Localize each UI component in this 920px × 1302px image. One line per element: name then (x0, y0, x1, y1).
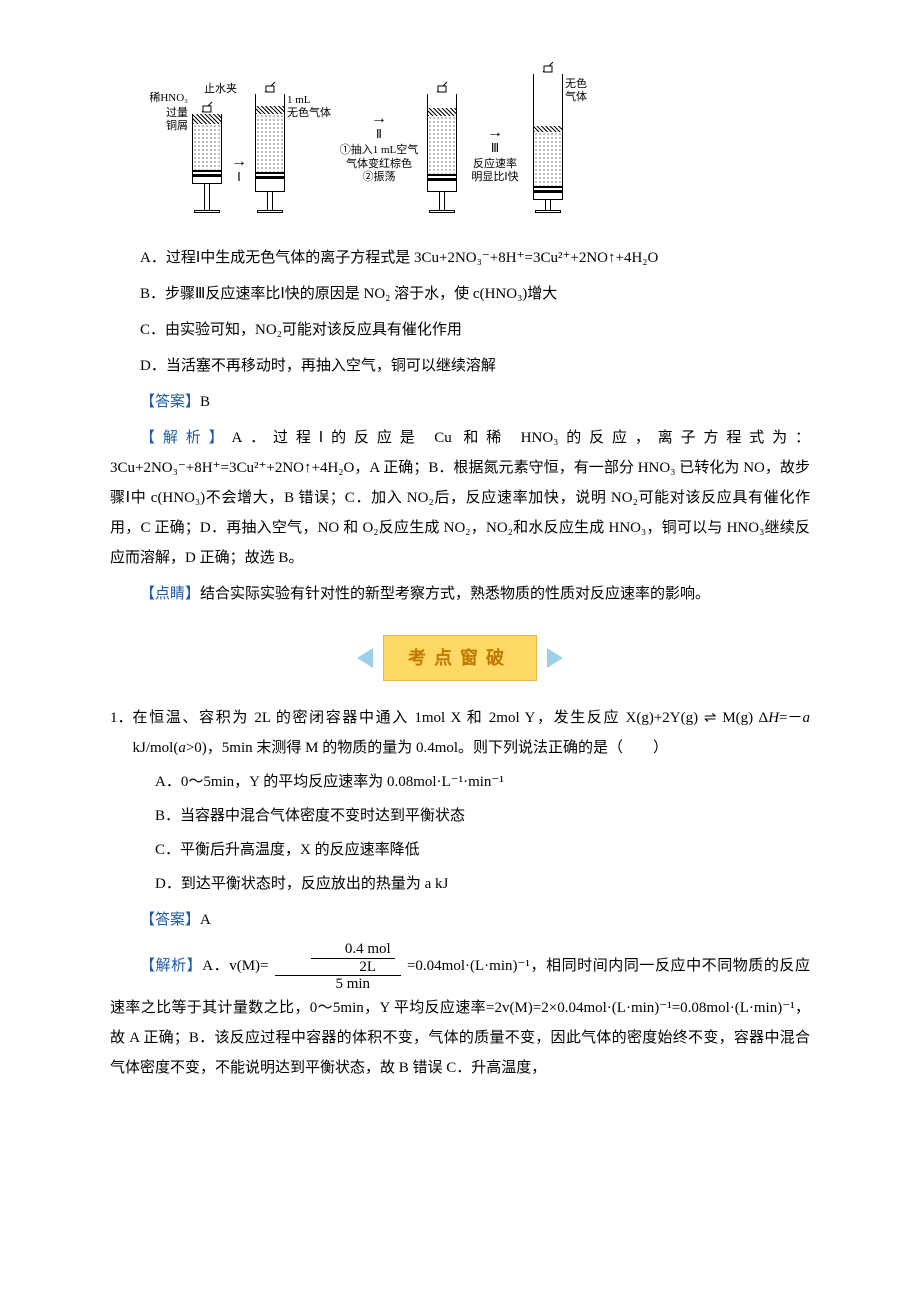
q1-answer-value: A (200, 912, 211, 928)
frac-outer-den: 5 min (275, 976, 401, 993)
q1-tail: >0)，5min 末测得 M 的物质的量为 0.4mol。则下列说法正确的是（ … (186, 740, 668, 756)
experiment-diagram: 稀HNO₃ 过量 铜屑 止水夹 → Ⅰ (140, 60, 810, 213)
option-a: A．过程Ⅰ中生成无色气体的离子方程式是 3Cu+2NO₃⁻+8H⁺=3Cu²⁺+… (110, 243, 810, 273)
stopcock-icon (255, 80, 285, 94)
dianjing-label: 【点睛】 (140, 586, 200, 602)
q1-option-b: B．当容器中混合气体密度不变时达到平衡状态 (133, 801, 811, 831)
q1-eq: =－ (779, 710, 802, 726)
arrow-step-3: → Ⅲ 反应速率 明显比Ⅰ快 (465, 125, 525, 214)
q1-analysis: 【解析】A．v(M)= 0.4 mol 2L 5 min =0.04mol·(L… (110, 941, 810, 1083)
fraction-outer: 0.4 mol 2L 5 min (275, 941, 401, 993)
q1-unit: kJ/mol( (133, 740, 179, 756)
roman-1: Ⅰ (237, 170, 241, 185)
arrow-step-2: → Ⅱ ①抽入1 mL空气 气体变红棕色 ②振荡 (339, 111, 419, 213)
section-banner: 考点窗破 (110, 635, 810, 681)
q1-answer-line: 【答案】A (110, 905, 810, 935)
analysis-label: 【解析】 (140, 430, 231, 446)
q1-option-a: A．0～5min，Y 的平均反应速率为 0.08mol·L⁻¹·min⁻¹ (133, 767, 811, 797)
label-excess-copper: 过量 铜屑 (140, 107, 188, 133)
q1-ana-b: =0.04mol·(L·min)⁻¹，相同时间内同一反应中不同物质的反应速率之比… (110, 958, 810, 1075)
answer-label: 【答案】 (140, 394, 200, 410)
stopcock-icon (427, 80, 457, 94)
banner-text: 考点窗破 (383, 635, 537, 681)
q1-option-d: D．到达平衡状态时，反应放出的热量为 a kJ (133, 869, 811, 899)
syringe-2 (255, 80, 285, 213)
stopcock-icon (192, 100, 222, 114)
q1-number: 1． (110, 703, 133, 763)
option-d: D．当活塞不再移动时，再抽入空气，铜可以继续溶解 (110, 351, 810, 381)
label-1ml-colorless: 1 mL 无色气体 (287, 80, 331, 120)
fraction-inner: 0.4 mol 2L (311, 941, 395, 975)
analysis-text: A．过程Ⅰ的反应是 Cu 和稀 HNO₃的反应，离子方程式为：3Cu+2NO₃⁻… (110, 430, 810, 566)
answer-line: 【答案】B (110, 387, 810, 417)
label-colorless-gas: 无色 气体 (565, 60, 593, 104)
dianjing-text: 结合实际实验有针对性的新型考察方式，熟悉物质的性质对反应速率的影响。 (200, 586, 710, 602)
q1-stem: 在恒温、容积为 2L 的密闭容器中通入 1mol X 和 2mol Y，发生反应… (133, 703, 811, 763)
q1-answer-label: 【答案】 (140, 912, 200, 928)
question-1: 1． 在恒温、容积为 2L 的密闭容器中通入 1mol X 和 2mol Y，发… (110, 703, 810, 1083)
option-b: B．步骤Ⅲ反应速率比Ⅰ快的原因是 NO₂ 溶于水，使 c(HNO₃)增大 (110, 279, 810, 309)
dianjing-line: 【点睛】结合实际实验有针对性的新型考察方式，熟悉物质的性质对反应速率的影响。 (110, 579, 810, 609)
roman-2: Ⅱ (376, 127, 382, 142)
label-dilute-hno3: 稀HNO₃ (140, 92, 188, 105)
answer-value: B (200, 394, 210, 410)
option-c: C．由实验可知，NO₂可能对该反应具有催化作用 (110, 315, 810, 345)
syringe-3 (427, 80, 457, 213)
q1-stem-b: M(g) (722, 710, 753, 726)
arrow-3-caption: 反应速率 明显比Ⅰ快 (471, 158, 518, 186)
q1-stem-a: 在恒温、容积为 2L 的密闭容器中通入 1mol X 和 2mol Y，发生反应… (133, 710, 699, 726)
stopcock-icon (533, 60, 563, 74)
syringe-1: 止水夹 (190, 78, 223, 213)
q1-delta: Δ (759, 710, 769, 726)
q1-ana-a: A．v(M)= (202, 958, 268, 974)
analysis-block: 【解析】A．过程Ⅰ的反应是 Cu 和稀 HNO₃的反应，离子方程式为：3Cu+2… (110, 423, 810, 573)
q1-analysis-label: 【解析】 (140, 958, 202, 974)
frac-inner-den: 2L (311, 959, 395, 976)
frac-inner-num: 0.4 mol (311, 941, 395, 959)
arrow-step-1: → Ⅰ (231, 154, 247, 213)
syringe-4 (533, 60, 563, 213)
label-stopcock: 止水夹 (204, 78, 237, 100)
q1-option-c: C．平衡后升高温度，X 的反应速率降低 (133, 835, 811, 865)
arrow-2-caption: ①抽入1 mL空气 气体变红棕色 ②振荡 (340, 144, 419, 185)
banner-tri-left (357, 648, 373, 668)
equilibrium-arrow-icon: ⇌ (698, 709, 722, 726)
banner-tri-right (547, 648, 563, 668)
roman-3: Ⅲ (491, 141, 499, 156)
